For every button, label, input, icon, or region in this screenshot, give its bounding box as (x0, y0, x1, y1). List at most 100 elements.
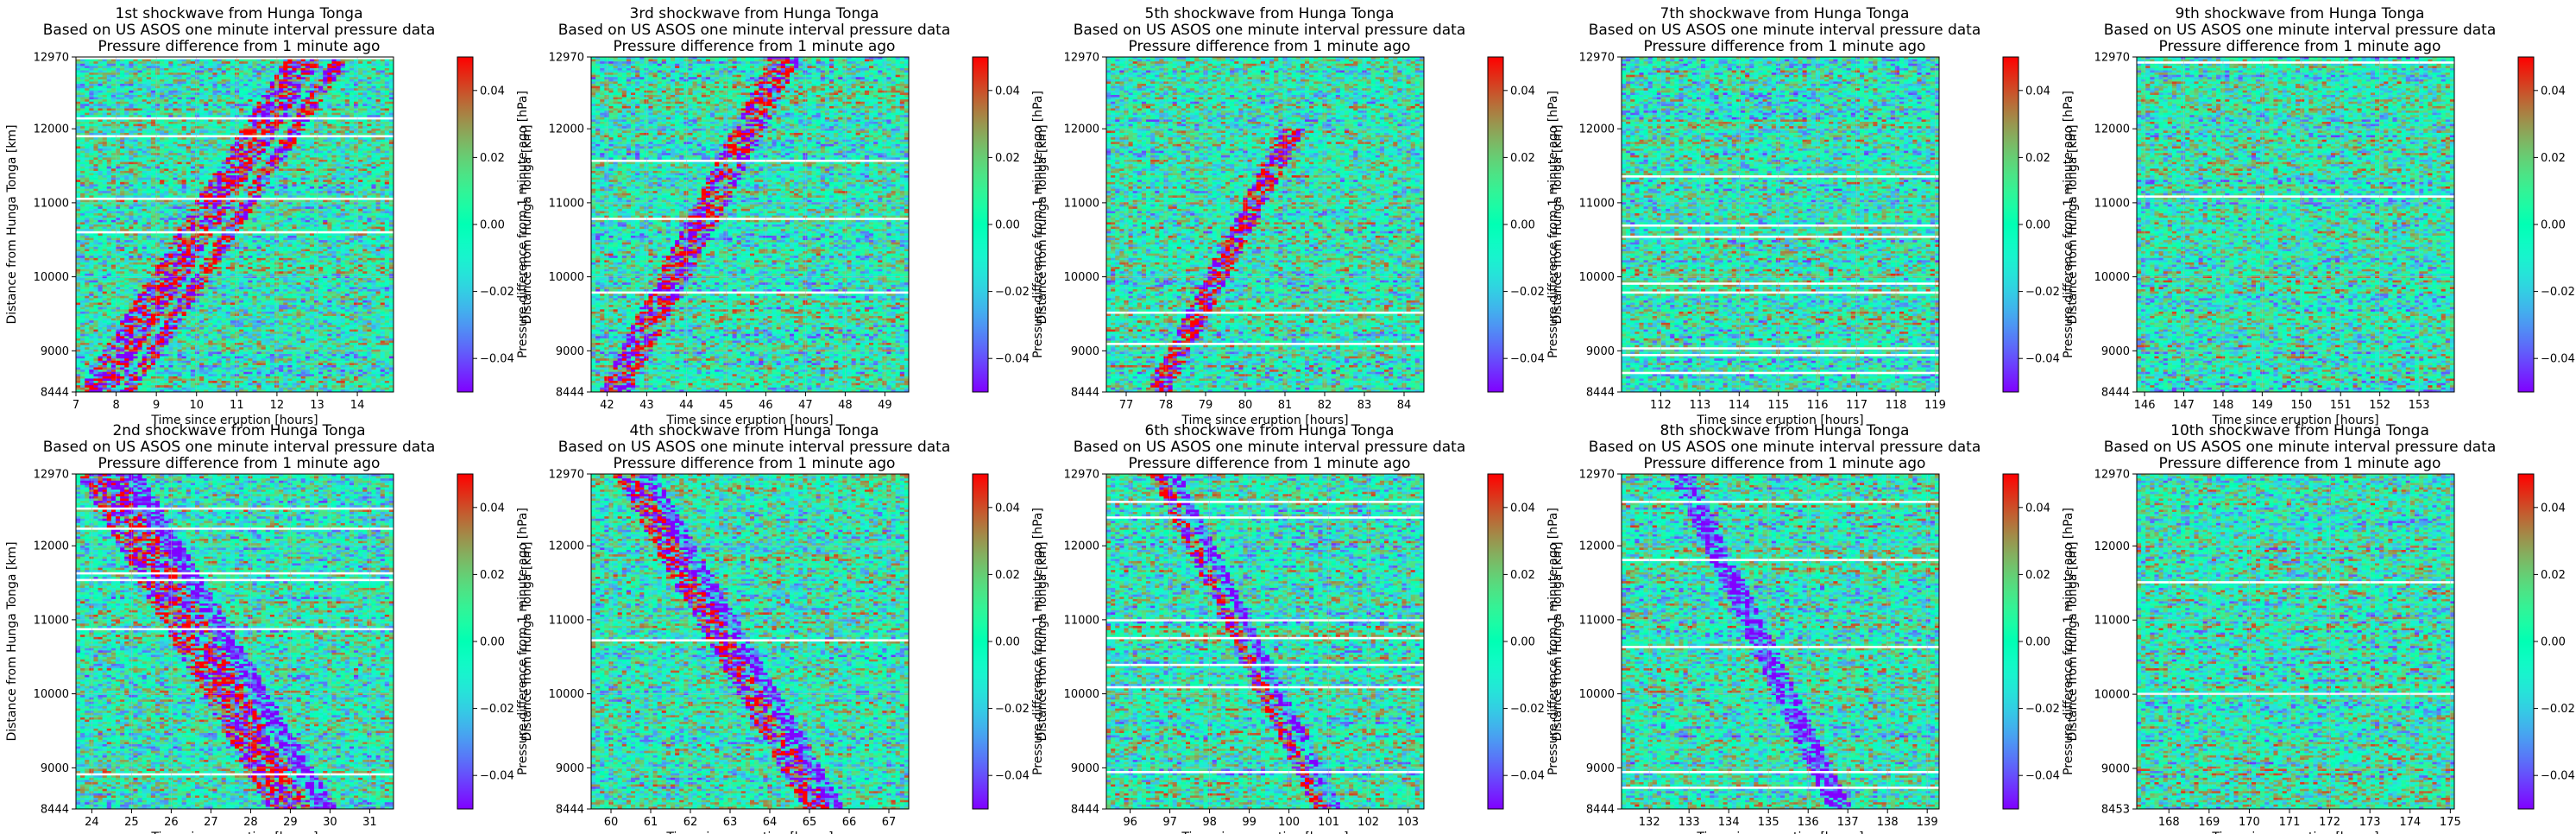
colorbar (973, 474, 988, 809)
chart-svg: 96 97 98 99 100 101 102 10384449000100001100012… (1030, 417, 1546, 834)
y-axis-label: Distance from Hunga Tonga [km] (5, 541, 19, 741)
y-tick-label: 9000 (41, 762, 69, 775)
x-tick-label: 133 (1678, 816, 1700, 829)
x-tick-label: 96 (1123, 816, 1137, 829)
y-tick-label: 12000 (1579, 123, 1615, 136)
x-tick-label: 14 (350, 399, 365, 412)
y-tick-label: 9000 (1586, 762, 1615, 775)
colorbar-tick-label: 0.04 (2541, 85, 2566, 98)
colorbar-tick-label: 0.04 (1510, 85, 1535, 98)
x-tick-label: 83 (1357, 399, 1372, 412)
chart-panel: 3rd shockwave from Hunga Tonga Based on U… (515, 0, 1030, 417)
heatmap (1106, 57, 1424, 392)
x-tick-label: 26 (164, 816, 179, 829)
colorbar-tick-label: −0.04 (995, 353, 1030, 366)
chart-svg: 168 169 170 171 172 173 174 1758453900010000110… (2061, 417, 2576, 834)
y-tick-label: 10000 (1064, 688, 1099, 701)
colorbar (2003, 474, 2019, 809)
y-tick-label: 11000 (1579, 614, 1615, 627)
colorbar-tick-label: 0.00 (1510, 219, 1535, 232)
y-tick-label: 10000 (1064, 271, 1099, 284)
chart-panel: 2nd shockwave from Hunga Tonga Based on U… (0, 417, 515, 834)
y-tick-label: 12970 (34, 469, 69, 482)
x-tick-label: 146 (2134, 399, 2156, 412)
x-tick-label: 60 (604, 816, 619, 829)
y-tick-label: 8444 (1586, 804, 1615, 817)
y-tick-label: 8444 (556, 387, 584, 400)
y-tick-label: 8444 (41, 804, 69, 817)
y-tick-label: 11000 (1064, 614, 1099, 627)
x-tick-label: 113 (1689, 399, 1710, 412)
y-tick-label: 10000 (549, 688, 584, 701)
colorbar (1488, 474, 1503, 809)
x-tick-label: 46 (759, 399, 773, 412)
y-tick-label: 11000 (549, 197, 584, 210)
colorbar-tick-label: 0.04 (1510, 502, 1535, 515)
x-tick-label: 81 (1278, 399, 1293, 412)
y-tick-label: 12970 (34, 52, 69, 65)
x-tick-label: 66 (842, 816, 857, 829)
x-tick-label: 47 (798, 399, 813, 412)
heatmap (591, 57, 909, 392)
x-tick-label: 9 (153, 399, 160, 412)
colorbar-tick-label: 0.02 (480, 152, 505, 165)
colorbar-tick-label: 0.04 (480, 502, 505, 515)
x-tick-label: 82 (1318, 399, 1332, 412)
y-axis-label: Distance from Hunga Tonga [km] (520, 541, 534, 741)
colorbar (2003, 57, 2019, 392)
x-tick-label: 173 (2359, 816, 2381, 829)
heatmap (1622, 474, 1939, 809)
y-tick-label: 8444 (1071, 387, 1099, 400)
chart-svg: 24 25 26 27 28 29 30 31844490001000011000120001… (0, 417, 515, 834)
x-tick-label: 149 (2252, 399, 2273, 412)
y-tick-label: 9000 (556, 762, 584, 775)
y-tick-label: 12000 (2094, 540, 2130, 553)
y-axis-label: Distance from Hunga Tonga [km] (1036, 541, 1049, 741)
y-tick-label: 12000 (1579, 540, 1615, 553)
colorbar-tick-label: −0.04 (995, 770, 1030, 783)
heatmap (2137, 57, 2454, 392)
y-tick-label: 11000 (34, 197, 69, 210)
y-tick-label: 11000 (34, 614, 69, 627)
heatmap (1106, 474, 1424, 809)
chart-panel: 1st shockwave from Hunga Tonga Based on U… (0, 0, 515, 417)
x-tick-label: 153 (2409, 399, 2430, 412)
y-tick-label: 9000 (41, 345, 69, 358)
y-tick-label: 9000 (556, 345, 584, 358)
y-tick-label: 12970 (1064, 469, 1099, 482)
colorbar-tick-label: 0.02 (480, 569, 505, 582)
x-tick-label: 116 (1807, 399, 1829, 412)
x-tick-label: 13 (310, 399, 324, 412)
x-tick-label: 48 (838, 399, 853, 412)
chart-svg: 132 133 134 135 136 137 138 1398444900010000110… (1546, 417, 2061, 834)
x-tick-label: 43 (639, 399, 654, 412)
y-axis-label: Distance from Hunga Tonga [km] (1036, 124, 1049, 324)
colorbar-tick-label: −0.02 (995, 703, 1030, 716)
colorbar-tick-label: −0.04 (480, 770, 514, 783)
y-tick-label: 12970 (2094, 52, 2130, 65)
x-tick-label: 77 (1119, 399, 1134, 412)
colorbar-tick-label: 0.00 (995, 219, 1020, 232)
colorbar-tick-label: −0.04 (2025, 770, 2060, 783)
y-tick-label: 12000 (1064, 540, 1099, 553)
y-axis-label: Distance from Hunga Tonga [km] (1551, 541, 1565, 741)
y-tick-label: 10000 (1579, 688, 1615, 701)
colorbar-tick-label: 0.02 (995, 569, 1020, 582)
chart-panel: 9th shockwave from Hunga Tonga Based on U… (2061, 0, 2576, 417)
y-tick-label: 8444 (41, 387, 69, 400)
y-tick-label: 10000 (2094, 689, 2130, 702)
chart-panel: 7th shockwave from Hunga Tonga Based on U… (1546, 0, 2061, 417)
colorbar (2518, 57, 2534, 392)
colorbar-tick-label: −0.02 (2541, 703, 2575, 716)
x-tick-label: 44 (679, 399, 694, 412)
colorbar-tick-label: 0.00 (995, 636, 1020, 649)
chart-svg: 112 113 114 115 116 117 118 1198444900010000110… (1546, 0, 2061, 417)
x-tick-label: 138 (1877, 816, 1899, 829)
colorbar (973, 57, 988, 392)
colorbar-tick-label: 0.00 (2025, 636, 2050, 649)
colorbar (1488, 57, 1503, 392)
x-axis-label: Time since eruption [hours] (1181, 831, 1348, 834)
x-tick-label: 169 (2198, 816, 2220, 829)
y-tick-label: 8453 (2101, 804, 2130, 817)
